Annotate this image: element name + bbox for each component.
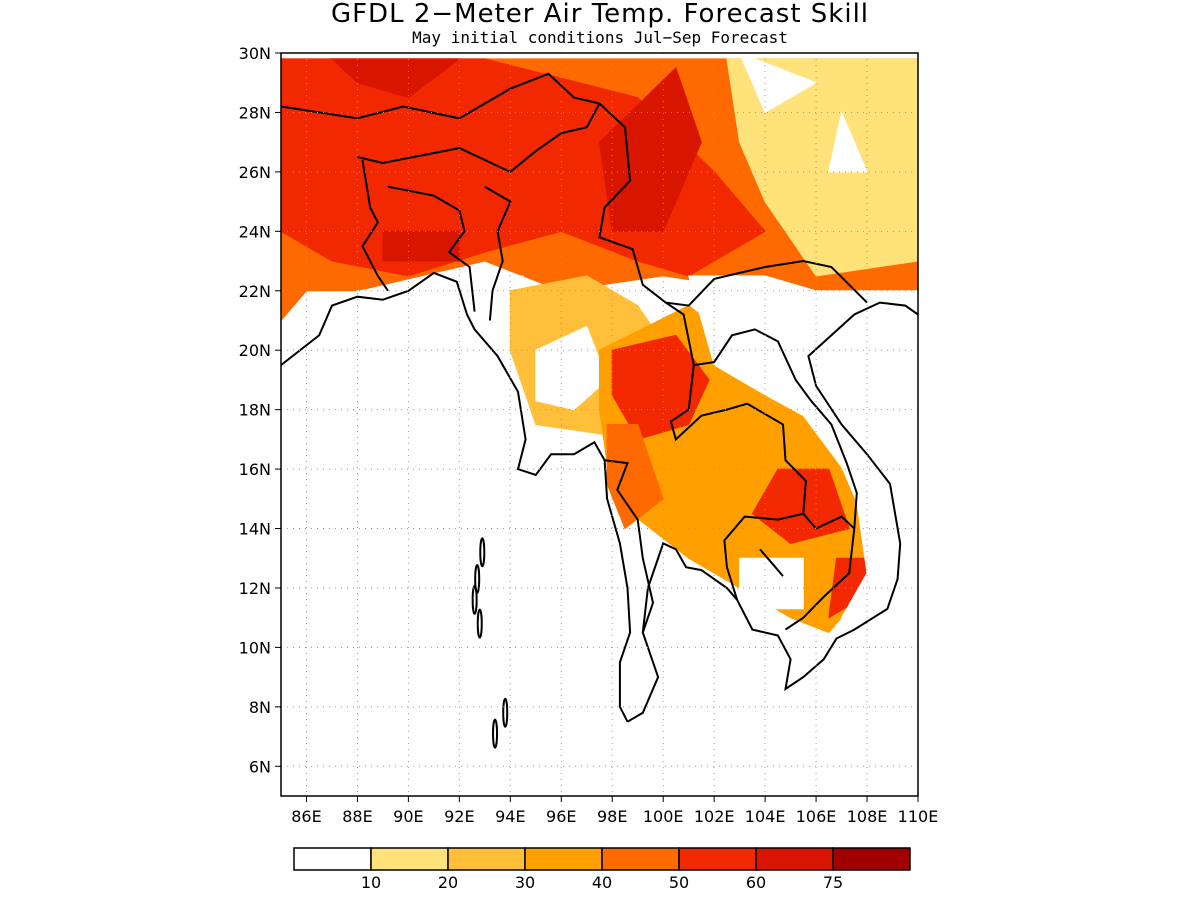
legend-swatch — [755, 847, 834, 871]
x-tick-label: 110E — [898, 807, 939, 826]
coastline-segment — [361, 159, 389, 292]
legend-label: 20 — [438, 873, 458, 892]
legend-swatch — [524, 847, 603, 871]
x-tick-label: 86E — [291, 807, 321, 826]
y-tick-label: 28N — [239, 103, 271, 122]
coastline-segment — [665, 301, 807, 601]
skill-region-thai-north-high — [611, 334, 710, 440]
coastline-layer — [281, 72, 918, 749]
x-tick-label: 102E — [694, 807, 735, 826]
legend-label: 30 — [515, 873, 535, 892]
island-outline — [492, 718, 499, 749]
coastline-segment — [759, 548, 784, 577]
x-tick-label: 92E — [444, 807, 474, 826]
skill-region-nw-peak — [330, 58, 461, 99]
y-tick-label: 30N — [239, 44, 271, 63]
legend-swatch — [601, 847, 680, 871]
x-tick-label: 100E — [643, 807, 684, 826]
map-frame — [280, 52, 919, 797]
color-legend: 10 20 30 40 50 60 75 — [293, 847, 911, 892]
legend-swatch — [447, 847, 526, 871]
y-tick-label: 18N — [239, 401, 271, 420]
y-tick-label: 26N — [239, 163, 271, 182]
coastline-segment — [693, 328, 858, 631]
skill-region-thai-west-high — [606, 424, 664, 530]
x-tick-label: 104E — [745, 807, 786, 826]
island-outline — [479, 537, 486, 568]
skill-region-cambodia-white — [739, 557, 804, 610]
y-tick-label: 10N — [239, 638, 271, 657]
coastline-segment — [626, 301, 918, 723]
coastline-segment — [484, 185, 512, 321]
x-tick-label: 96E — [546, 807, 576, 826]
y-tick-label: 14N — [239, 520, 271, 539]
latitude-ticks: 30N 28N 26N 24N 22N 20N 18N 16N 14N 12N 10N 8N 6N — [239, 44, 281, 776]
legend-label: 10 — [361, 873, 381, 892]
coastline-segment — [281, 271, 632, 723]
island-outline — [471, 584, 478, 615]
coastline-segment — [357, 103, 601, 174]
y-tick-label: 22N — [239, 282, 271, 301]
skill-fill-layer — [281, 53, 918, 796]
legend-label: 40 — [592, 873, 612, 892]
map-subtitle: May initial conditions Jul−Sep Forecast — [412, 28, 788, 47]
legend-swatch — [678, 847, 757, 871]
skill-region-ne-white2 — [828, 110, 868, 173]
legend-label: 75 — [823, 873, 843, 892]
skill-region-central-white — [535, 325, 608, 411]
legend-swatch — [370, 847, 449, 871]
island-outline — [502, 697, 509, 728]
coastline-segment — [281, 72, 600, 120]
y-tick-label: 6N — [249, 757, 271, 776]
legend-label: 60 — [746, 873, 766, 892]
x-tick-label: 98E — [597, 807, 627, 826]
longitude-ticks: 86E 88E 90E 92E 94E 96E 98E 100E 102E 104E 106E 108… — [291, 796, 938, 826]
skill-region-ne-white — [739, 53, 818, 114]
island-outline — [476, 608, 483, 639]
skill-region-bengal-peak — [382, 230, 460, 262]
legend-swatch — [832, 847, 911, 871]
gridlines — [281, 53, 918, 796]
legend-label: 50 — [669, 873, 689, 892]
y-tick-label: 24N — [239, 222, 271, 241]
x-tick-label: 106E — [796, 807, 837, 826]
x-tick-label: 94E — [495, 807, 525, 826]
skill-region-burma-core — [598, 66, 702, 232]
map-title: GFDL 2−Meter Air Temp. Forecast Skill — [330, 0, 870, 29]
legend-swatch — [293, 847, 372, 871]
x-tick-label: 108E — [847, 807, 888, 826]
x-tick-label: 88E — [342, 807, 372, 826]
coastline-segment — [604, 459, 655, 633]
skill-region-laos-white — [688, 275, 918, 796]
coastline-segment — [387, 185, 476, 312]
coastline-segment — [802, 513, 855, 530]
y-tick-label: 16N — [239, 460, 271, 479]
y-tick-label: 20N — [239, 341, 271, 360]
x-tick-label: 90E — [393, 807, 423, 826]
y-tick-label: 12N — [239, 579, 271, 598]
y-tick-label: 8N — [249, 698, 271, 717]
